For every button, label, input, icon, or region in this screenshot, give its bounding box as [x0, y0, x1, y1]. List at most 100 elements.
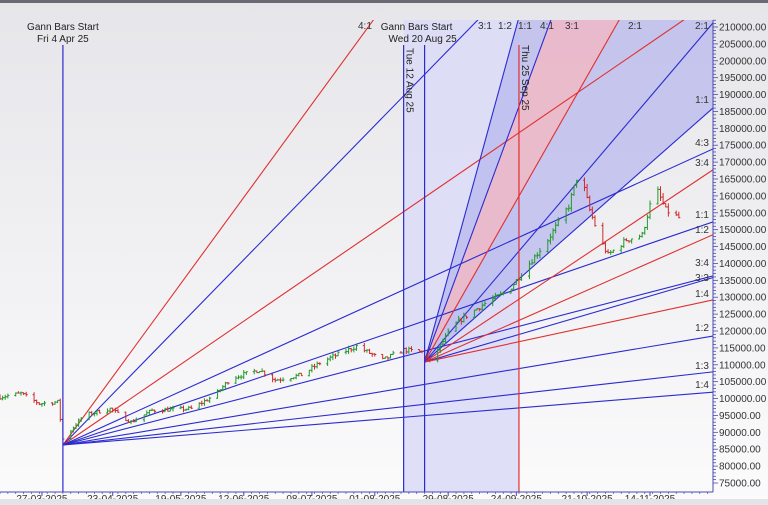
- y-tick-label: 115000.00: [719, 343, 766, 354]
- fan-2-line: [424, 20, 620, 363]
- fan-2-line: [424, 22, 713, 363]
- price-bar: [226, 381, 230, 385]
- price-bar: [538, 248, 542, 259]
- price-bar: [648, 200, 652, 220]
- y-tick-label: 200000.00: [719, 56, 767, 67]
- y-tick-label: 75000.00: [719, 479, 761, 490]
- fan-2-line: [424, 169, 713, 363]
- ratio-label: 3:3: [695, 273, 709, 284]
- y-tick-label: 100000.00: [719, 394, 767, 405]
- ratio-label: 1:4: [695, 289, 709, 300]
- ratio-label: 4:1: [358, 21, 372, 32]
- price-bar: [677, 211, 681, 219]
- y-tick-label: 165000.00: [719, 175, 767, 186]
- bottom-strip: [0, 499, 768, 505]
- y-tick-label: 125000.00: [719, 310, 767, 321]
- price-bar: [575, 179, 579, 188]
- y-tick-label: 90000.00: [719, 428, 761, 439]
- y-tick-label: 140000.00: [719, 259, 767, 270]
- vertical-date-label: Tue 12 Aug 25: [404, 48, 415, 113]
- price-bar: [263, 370, 267, 377]
- price-bar: [409, 346, 413, 352]
- vertical-date-label: Thu 25 Sep 25: [519, 45, 530, 111]
- y-tick-label: 205000.00: [719, 39, 767, 50]
- ratio-label: 3:1: [565, 21, 579, 32]
- gann-start-date: Fri 4 Apr 25: [37, 34, 89, 45]
- price-bar: [611, 249, 615, 254]
- y-tick-label: 170000.00: [719, 158, 767, 169]
- price-bar: [244, 371, 248, 375]
- price-bar: [593, 215, 597, 227]
- price-bar: [98, 409, 102, 414]
- y-tick-label: 105000.00: [719, 377, 767, 388]
- fan-1-line: [62, 221, 713, 446]
- fan-1-line: [62, 371, 713, 446]
- price-bar: [299, 372, 303, 377]
- price-bar: [134, 417, 138, 423]
- price-bar: [373, 353, 377, 357]
- price-bar: [116, 408, 120, 413]
- price-bar: [630, 238, 634, 244]
- price-bar: [208, 396, 212, 403]
- fan-2-line: [424, 107, 713, 363]
- ratio-label: 1:1: [695, 210, 709, 221]
- fan-1-line: [62, 20, 375, 446]
- plot-area[interactable]: [0, 0, 713, 492]
- price-bar: [501, 291, 505, 296]
- ratio-label: 2:1: [628, 21, 642, 32]
- y-tick-label: 135000.00: [719, 276, 767, 287]
- ratio-label: 4:3: [695, 138, 709, 149]
- price-bar: [336, 351, 340, 357]
- price-bar: [281, 377, 285, 382]
- fan-2-line: [424, 20, 519, 363]
- price-bar: [428, 357, 432, 363]
- price-bar: [24, 391, 28, 397]
- y-tick-label: 95000.00: [719, 411, 761, 422]
- price-bar: [391, 350, 395, 355]
- price-bar: [79, 417, 83, 422]
- y-tick-label: 85000.00: [719, 445, 761, 456]
- y-tick-label: 185000.00: [719, 107, 767, 118]
- price-bar: [6, 393, 10, 399]
- y-tick-label: 175000.00: [719, 141, 767, 152]
- ratio-label: 1:2: [695, 323, 709, 334]
- y-tick-label: 210000.00: [719, 23, 767, 34]
- ratio-label: 3:4: [695, 158, 709, 169]
- fan-2-line: [424, 20, 552, 363]
- fan-2-line: [424, 299, 713, 363]
- gann-start-label: Gann Bars Start: [381, 22, 453, 33]
- ratio-label: 1:1: [695, 95, 709, 106]
- y-axis: 210000.00 205000.00 200000.00 195000.00 1900…: [712, 19, 767, 492]
- y-tick-label: 190000.00: [719, 90, 767, 101]
- fan-1-line: [62, 20, 685, 446]
- price-bar: [666, 203, 670, 217]
- price-bar: [483, 301, 487, 307]
- ratio-label: 1:4: [695, 380, 709, 391]
- ratio-label: 4:1: [540, 21, 554, 32]
- ratio-label: 1:1: [518, 21, 532, 32]
- y-tick-label: 130000.00: [719, 293, 767, 304]
- price-bar: [43, 400, 47, 407]
- price-bar: [465, 315, 469, 319]
- ratio-label: 1:2: [695, 225, 709, 236]
- y-tick-label: 195000.00: [719, 73, 767, 84]
- price-bar: [153, 409, 157, 413]
- y-tick-label: 80000.00: [719, 462, 761, 473]
- y-tick-label: 160000.00: [719, 191, 767, 202]
- fan-1-line: [62, 148, 713, 446]
- fan-1-line: [62, 275, 713, 446]
- fan-2-line: [424, 234, 713, 363]
- y-tick-label: 150000.00: [719, 225, 767, 236]
- y-tick-label: 155000.00: [719, 208, 767, 219]
- y-tick-label: 110000.00: [719, 360, 766, 371]
- fan-1-line: [62, 335, 713, 446]
- price-bar: [446, 328, 450, 337]
- price-bar: [189, 405, 193, 410]
- ratio-label: 3:1: [478, 21, 492, 32]
- ratio-label: 1:2: [498, 21, 512, 32]
- fan-1-line: [62, 20, 479, 446]
- price-bar: [556, 217, 560, 227]
- gann-start-date: Wed 20 Aug 25: [389, 34, 458, 45]
